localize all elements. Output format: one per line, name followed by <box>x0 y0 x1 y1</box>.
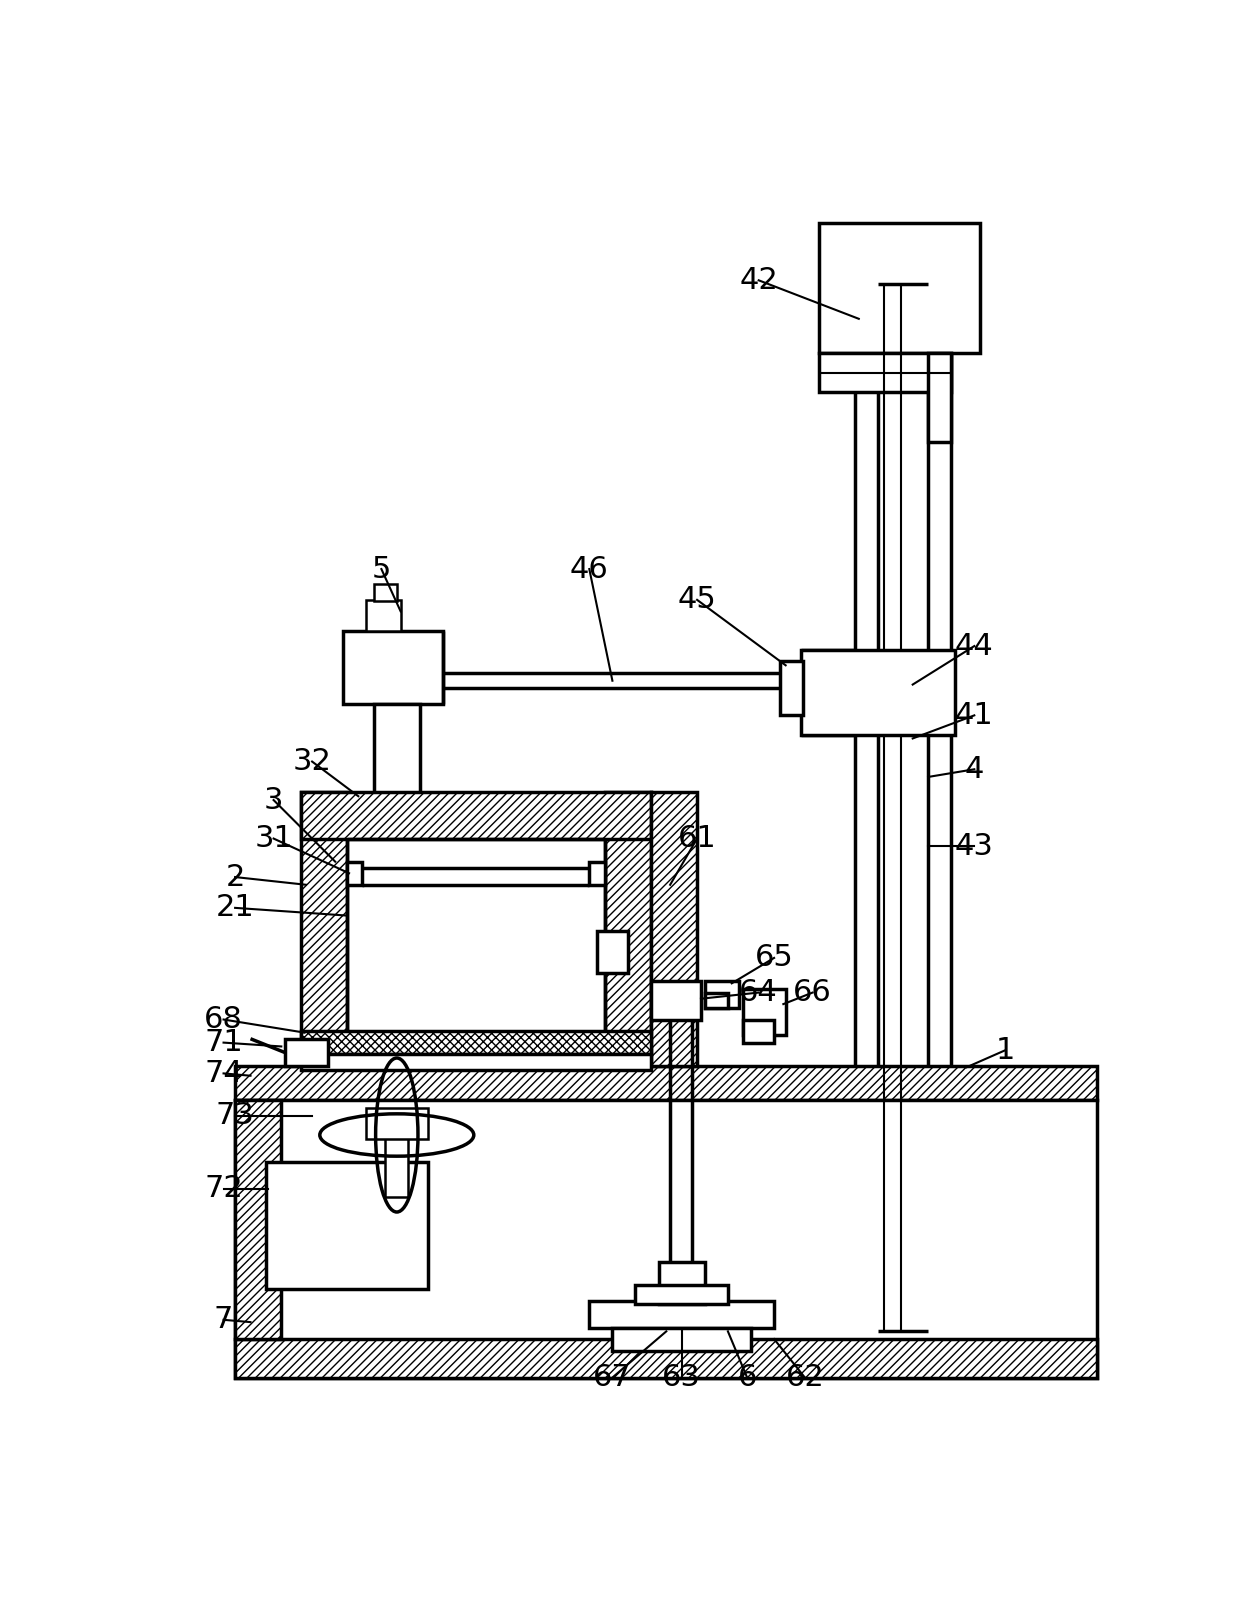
Bar <box>651 793 697 1066</box>
Text: 5: 5 <box>372 555 391 583</box>
Bar <box>605 793 651 1055</box>
Text: 2: 2 <box>226 863 244 892</box>
Bar <box>743 1020 774 1042</box>
Bar <box>265 1162 428 1290</box>
Text: 21: 21 <box>216 893 254 922</box>
Bar <box>658 1262 704 1304</box>
Bar <box>366 599 401 631</box>
Text: 63: 63 <box>662 1363 701 1392</box>
Bar <box>386 1135 408 1197</box>
Text: 43: 43 <box>955 833 993 861</box>
Bar <box>589 861 605 885</box>
Text: 66: 66 <box>794 978 832 1007</box>
Text: 64: 64 <box>739 978 777 1007</box>
Bar <box>801 650 955 735</box>
Bar <box>373 585 397 601</box>
Text: 1: 1 <box>996 1036 1014 1064</box>
Text: 45: 45 <box>678 585 717 614</box>
Text: 72: 72 <box>205 1175 243 1203</box>
Bar <box>300 1055 651 1069</box>
Text: 71: 71 <box>205 1028 243 1058</box>
Text: 42: 42 <box>739 265 777 294</box>
Bar <box>613 1328 751 1350</box>
Text: 4: 4 <box>965 754 985 783</box>
Bar <box>236 1339 1097 1377</box>
Text: 31: 31 <box>254 825 293 853</box>
Bar <box>704 981 739 1008</box>
Bar <box>928 353 951 443</box>
Bar <box>236 1101 1097 1377</box>
Bar <box>854 284 878 1331</box>
Bar <box>285 1039 327 1066</box>
Bar <box>589 1301 774 1328</box>
Text: 65: 65 <box>755 943 794 973</box>
Bar <box>596 932 627 973</box>
Text: 61: 61 <box>678 825 717 853</box>
Bar <box>818 222 981 353</box>
Bar <box>300 793 347 1055</box>
Text: 6: 6 <box>738 1363 756 1392</box>
Text: 32: 32 <box>293 746 331 777</box>
Bar <box>366 1107 428 1139</box>
Text: 46: 46 <box>570 555 609 583</box>
Text: 74: 74 <box>205 1059 243 1088</box>
Text: 62: 62 <box>785 1363 825 1392</box>
Text: 68: 68 <box>205 1005 243 1034</box>
Bar <box>236 1101 281 1339</box>
Text: 67: 67 <box>593 1363 631 1392</box>
Text: 44: 44 <box>955 631 993 660</box>
Bar <box>347 861 362 885</box>
Bar <box>300 1031 651 1055</box>
Bar <box>651 981 701 1020</box>
Text: 73: 73 <box>216 1101 254 1130</box>
Bar <box>780 662 804 716</box>
Bar <box>343 631 443 703</box>
Text: 7: 7 <box>213 1306 233 1334</box>
Bar <box>743 989 786 1036</box>
Bar <box>928 284 951 1331</box>
Bar <box>818 353 951 392</box>
Bar <box>373 703 420 828</box>
Bar <box>300 793 651 839</box>
Bar <box>236 1066 1097 1101</box>
Text: 3: 3 <box>264 786 284 815</box>
Bar <box>635 1285 728 1304</box>
Text: 41: 41 <box>955 702 993 730</box>
Bar <box>704 992 728 1008</box>
